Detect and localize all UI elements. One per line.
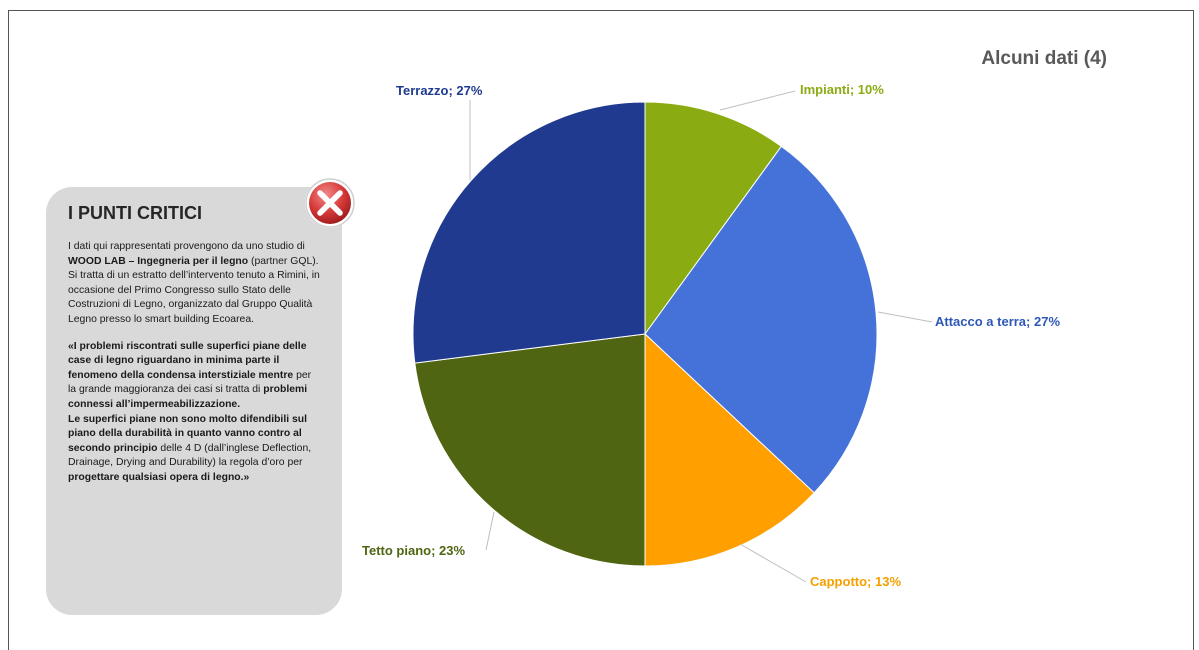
slide-title: Alcuni dati (4) — [981, 48, 1107, 69]
quote-run: Le superfici piane non sono molto difend… — [68, 413, 307, 454]
panel-heading: I PUNTI CRITICI — [68, 203, 202, 223]
quote-run: delle 4 D (dall’inglese Deflection, Drai… — [68, 442, 312, 469]
leader-line-0 — [719, 90, 796, 111]
quote-run: «I problemi riscontrati sulle superfici … — [68, 340, 307, 381]
quote-run: progettare qualsiasi opera di legno.» — [68, 471, 250, 483]
pie-slice-4 — [412, 101, 646, 364]
critical-points-panel: I PUNTI CRITICI I dati qui rappresentati… — [46, 187, 342, 615]
leader-line-2 — [739, 543, 807, 583]
quote-run: per la grande maggioranza dei casi si tr… — [68, 369, 312, 396]
leader-line-3 — [485, 511, 495, 551]
pie-slice-3 — [414, 333, 646, 567]
pie-slice-2 — [644, 332, 815, 567]
intro-run: WOOD LAB – Ingegneria per il legno — [68, 255, 249, 267]
slice-label-4: Terrazzo; 27% — [396, 83, 483, 98]
pie-slice-0 — [644, 101, 783, 336]
slice-label-1: Attacco a terra; 27% — [935, 314, 1060, 329]
pie-slice-1 — [644, 145, 878, 494]
intro-run: (partner GQL). Si tratta di un estratto … — [68, 255, 320, 325]
slice-label-3: Tetto piano; 23% — [362, 543, 465, 558]
leader-line-1 — [877, 311, 933, 323]
intro-run: I dati qui rappresentati provengono da u… — [68, 241, 305, 252]
slice-label-0: Impianti; 10% — [800, 82, 884, 97]
quote-run: problemi connessi all’impermeabilizzazio… — [68, 384, 308, 410]
panel-intro-text: I dati qui rappresentati provengono da u… — [68, 240, 322, 328]
panel-quote-text: «I problemi riscontrati sulle superfici … — [68, 340, 322, 486]
slice-label-2: Cappotto; 13% — [810, 574, 901, 589]
close-x-icon — [305, 178, 355, 228]
